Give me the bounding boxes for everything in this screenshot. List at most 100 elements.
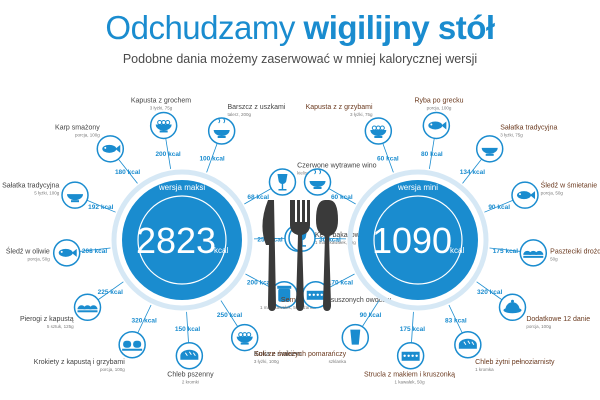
connector-line xyxy=(137,304,152,334)
item-name: Sernik xyxy=(281,297,301,304)
plate-disc xyxy=(358,180,478,300)
item-name: Śledź w oliwie xyxy=(6,247,50,256)
connector-line xyxy=(361,300,380,327)
item-kcal: 208 kcal xyxy=(82,248,107,255)
item-portion: 1 kawałek, 50g xyxy=(395,380,426,385)
item-name: Chleb żytni pełnoziarnisty xyxy=(475,359,555,366)
item-name: Chleb pszenny xyxy=(167,372,214,379)
item-portion: porcja, 100g xyxy=(100,367,125,372)
connector-line xyxy=(428,138,435,169)
item-kcal: 60 kcal xyxy=(377,155,399,162)
item-name: Dodatkowe 12 danie xyxy=(526,316,590,323)
connector-line xyxy=(244,188,272,205)
item-kcal: 90 kcal xyxy=(360,312,382,319)
connector-line xyxy=(462,158,482,184)
cheesecake-icon xyxy=(306,290,325,300)
item-portion: porcja, 50g xyxy=(541,191,564,196)
connector-line xyxy=(327,273,355,289)
connector-line xyxy=(489,247,521,252)
item-kcal: 134 kcal xyxy=(460,169,485,176)
item-name: Karp smażony xyxy=(55,124,100,131)
herring-icon xyxy=(516,191,535,200)
plate-label: wersja maksi xyxy=(158,183,205,192)
item-name: Ryba po grecku xyxy=(414,98,463,105)
cabbage-bowl-icon xyxy=(155,119,172,133)
fish-plate-icon xyxy=(102,144,121,153)
extra-dish-icon xyxy=(503,299,522,314)
item-name: Barszcz z uszkami xyxy=(227,104,285,111)
connector-line xyxy=(206,143,218,173)
item-kcal: 175 kcal xyxy=(400,326,425,333)
item-kcal: 180 kcal xyxy=(115,169,140,176)
item-kcal: 83 kcal xyxy=(445,317,467,324)
item-portion: 5 sztuk, 125g xyxy=(47,324,74,329)
item-portion: 3 łyżki, 100g xyxy=(254,359,280,364)
spoon-icon xyxy=(316,200,338,311)
plate-unit: kcal xyxy=(214,246,228,255)
plate-outer-ring xyxy=(111,169,253,311)
bread-icon xyxy=(180,349,199,360)
item-name: Sałatka tradycyjna xyxy=(2,183,59,190)
item-portion: 3 łyżki, 75g xyxy=(350,112,373,117)
title-part-2: wigilijny stół xyxy=(303,9,496,46)
item-kcal: 100 kcal xyxy=(199,155,224,162)
item-portion: 50g xyxy=(550,257,558,262)
item-kcal: 150 kcal xyxy=(175,326,200,333)
kutia-bowl-icon xyxy=(236,332,253,345)
item-name: Kapusta z z grzybami xyxy=(306,104,373,111)
fork-icon xyxy=(290,200,310,311)
item-kcal: 225 kcal xyxy=(98,289,123,296)
connector-line xyxy=(484,199,514,213)
item-kcal: 192 kcal xyxy=(88,204,113,211)
juice-glass-icon xyxy=(350,329,361,345)
title-part-1: Odchudzamy xyxy=(105,9,295,46)
item-portion: porcja, 100g xyxy=(75,132,100,137)
page-subtitle: Podobne dania możemy zaserwować w mniej … xyxy=(122,52,478,66)
connector-line xyxy=(165,138,172,169)
item-name: Strucla z makiem i kruszonką xyxy=(364,372,455,379)
fish-plate-icon xyxy=(428,121,447,130)
item-name: Keks bakaliowy xyxy=(315,232,364,239)
connector-line xyxy=(118,158,138,184)
item-name: Kapusta z grochem xyxy=(131,98,191,105)
item-kcal: 320 kcal xyxy=(477,289,502,296)
item-name: Krokiety z kapustą i grzybami xyxy=(34,359,125,366)
plate-unit: kcal xyxy=(450,246,464,255)
item-kcal: 170 kcal xyxy=(328,280,353,287)
connector-line xyxy=(245,273,273,289)
dumplings-icon xyxy=(77,305,98,313)
croquettes-icon xyxy=(122,340,143,351)
item-kcal: 60 kcal xyxy=(331,194,353,201)
item-portion: talerz, 200g xyxy=(227,112,251,117)
cutlery-icon xyxy=(262,200,338,311)
connector-line xyxy=(97,281,124,301)
plate-total: 2823 xyxy=(136,220,216,261)
cabbage-bowl-icon xyxy=(370,125,387,138)
item-portion: porcja, 100g xyxy=(427,106,452,111)
connector-line xyxy=(476,281,503,301)
page-title: Odchudzamy wigilijny stół xyxy=(0,8,600,48)
item-kcal: 80 kcal xyxy=(421,151,443,158)
connector-line xyxy=(79,247,111,252)
item-name: Kompot z suszonych owoców xyxy=(299,297,392,304)
connector-line xyxy=(411,311,414,343)
soup-bowl-icon xyxy=(309,169,326,189)
connector-line xyxy=(382,143,394,173)
item-name: Kutia z makiem xyxy=(254,351,302,358)
item-portion: porcja, 100g xyxy=(526,324,551,329)
plate-total: 1090 xyxy=(372,220,452,261)
item-portion: 1 mały kawałek, 50g xyxy=(315,240,356,245)
connector-line xyxy=(186,311,189,343)
